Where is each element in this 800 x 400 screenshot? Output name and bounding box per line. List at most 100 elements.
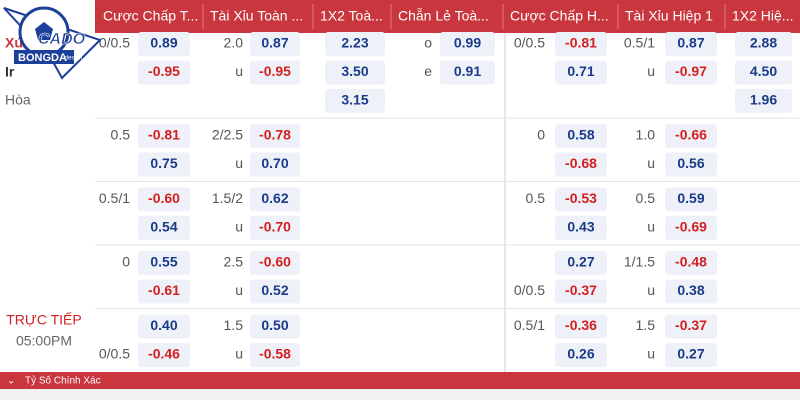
odds-value[interactable]: -0.46 — [148, 346, 180, 362]
odds-value[interactable]: -0.48 — [675, 254, 707, 270]
odds-value[interactable]: 0.58 — [567, 127, 594, 143]
odds-cell[interactable] — [665, 187, 717, 212]
odds-cell[interactable] — [555, 251, 607, 275]
odds-cell[interactable] — [555, 60, 607, 85]
odds-value[interactable]: 0.40 — [150, 317, 177, 333]
odds-cell[interactable] — [555, 152, 607, 177]
odds-cell[interactable] — [250, 124, 300, 148]
odds-value[interactable]: -0.81 — [565, 35, 597, 51]
odds-cell[interactable] — [250, 279, 300, 304]
odds-value[interactable]: -0.78 — [259, 127, 291, 143]
odds-cell[interactable] — [250, 187, 300, 212]
odds-cell[interactable] — [665, 216, 717, 240]
odds-cell[interactable] — [138, 279, 190, 304]
odds-cell[interactable] — [138, 60, 190, 85]
column-header[interactable]: Cược Chấp H... — [510, 8, 609, 24]
odds-value[interactable]: -0.61 — [148, 282, 180, 298]
odds-value[interactable]: 0.50 — [261, 317, 288, 333]
odds-value[interactable]: 0.70 — [261, 155, 288, 171]
odds-value[interactable]: 0.59 — [677, 190, 704, 206]
odds-cell[interactable] — [138, 251, 190, 275]
odds-value[interactable]: -0.95 — [259, 63, 291, 79]
column-header[interactable]: Chẵn Lẻ Toà... — [398, 8, 489, 24]
odds-value[interactable]: 0.62 — [261, 190, 288, 206]
odds-value[interactable]: 0.75 — [150, 155, 177, 171]
odds-value[interactable]: 2.88 — [750, 35, 777, 51]
odds-value[interactable]: 1.96 — [750, 92, 777, 108]
odds-value[interactable]: -0.95 — [148, 63, 180, 79]
odds-cell[interactable] — [665, 60, 717, 85]
odds-value[interactable]: 3.15 — [341, 92, 368, 108]
odds-value[interactable]: -0.81 — [148, 127, 180, 143]
odds-value[interactable]: 0.52 — [261, 282, 288, 298]
odds-cell[interactable] — [735, 89, 792, 113]
odds-cell[interactable] — [665, 279, 717, 304]
odds-value[interactable]: 0.43 — [567, 219, 594, 235]
odds-value[interactable]: 0.71 — [567, 63, 594, 79]
odds-cell[interactable] — [665, 152, 717, 177]
odds-cell[interactable] — [555, 124, 607, 148]
odds-value[interactable]: -0.60 — [148, 190, 180, 206]
odds-cell[interactable] — [325, 89, 385, 113]
odds-cell[interactable] — [735, 32, 792, 56]
odds-cell[interactable] — [440, 32, 495, 56]
odds-value[interactable]: 0.38 — [677, 282, 704, 298]
odds-value[interactable]: 0.26 — [567, 346, 594, 362]
odds-cell[interactable] — [665, 343, 717, 367]
correct-score-bar[interactable] — [0, 372, 800, 389]
odds-cell[interactable] — [555, 314, 607, 339]
odds-cell[interactable] — [555, 187, 607, 212]
odds-value[interactable]: 3.50 — [341, 63, 368, 79]
odds-cell[interactable] — [138, 216, 190, 240]
odds-value[interactable]: -0.60 — [259, 254, 291, 270]
odds-cell[interactable] — [440, 60, 495, 85]
odds-cell[interactable] — [555, 216, 607, 240]
column-header[interactable]: Tài Xỉu Hiệp 1 — [625, 8, 713, 24]
odds-value[interactable]: 0.87 — [261, 35, 288, 51]
odds-cell[interactable] — [665, 32, 717, 56]
odds-value[interactable]: 2.23 — [341, 35, 368, 51]
odds-cell[interactable] — [138, 152, 190, 177]
odds-value[interactable]: -0.37 — [675, 317, 707, 333]
odds-value[interactable]: -0.69 — [675, 219, 707, 235]
odds-value[interactable]: 0.87 — [677, 35, 704, 51]
column-header[interactable]: Tài Xỉu Toàn ... — [210, 8, 303, 24]
column-header[interactable]: Cược Chấp T... — [103, 8, 198, 24]
odds-cell[interactable] — [138, 187, 190, 212]
odds-value[interactable]: -0.66 — [675, 127, 707, 143]
odds-cell[interactable] — [665, 314, 717, 339]
odds-cell[interactable] — [665, 251, 717, 275]
odds-value[interactable]: -0.97 — [675, 63, 707, 79]
odds-value[interactable]: -0.70 — [259, 219, 291, 235]
odds-value[interactable]: 0.54 — [150, 219, 177, 235]
odds-cell[interactable] — [555, 343, 607, 367]
odds-cell[interactable] — [250, 314, 300, 339]
odds-value[interactable]: 4.50 — [750, 63, 777, 79]
column-header[interactable]: 1X2 Toà... — [320, 8, 383, 24]
odds-value[interactable]: -0.68 — [565, 155, 597, 171]
odds-cell[interactable] — [250, 32, 300, 56]
odds-cell[interactable] — [138, 343, 190, 367]
odds-cell[interactable] — [250, 60, 300, 85]
odds-cell[interactable] — [138, 32, 190, 56]
odds-cell[interactable] — [555, 32, 607, 56]
odds-value[interactable]: -0.58 — [259, 346, 291, 362]
odds-cell[interactable] — [250, 152, 300, 177]
odds-value[interactable]: -0.36 — [565, 317, 597, 333]
odds-value[interactable]: -0.37 — [565, 282, 597, 298]
odds-cell[interactable] — [665, 124, 717, 148]
odds-value[interactable]: 0.91 — [454, 63, 481, 79]
odds-cell[interactable] — [735, 60, 792, 85]
odds-cell[interactable] — [325, 32, 385, 56]
odds-value[interactable]: -0.53 — [565, 190, 597, 206]
odds-value[interactable]: 0.99 — [454, 35, 481, 51]
odds-value[interactable]: 0.56 — [677, 155, 704, 171]
odds-cell[interactable] — [250, 216, 300, 240]
odds-value[interactable]: 0.55 — [150, 254, 177, 270]
odds-value[interactable]: 0.89 — [150, 35, 177, 51]
column-header[interactable]: 1X2 Hiệ... — [732, 8, 793, 24]
odds-cell[interactable] — [325, 60, 385, 85]
odds-cell[interactable] — [138, 314, 190, 339]
odds-cell[interactable] — [555, 279, 607, 304]
odds-cell[interactable] — [250, 251, 300, 275]
